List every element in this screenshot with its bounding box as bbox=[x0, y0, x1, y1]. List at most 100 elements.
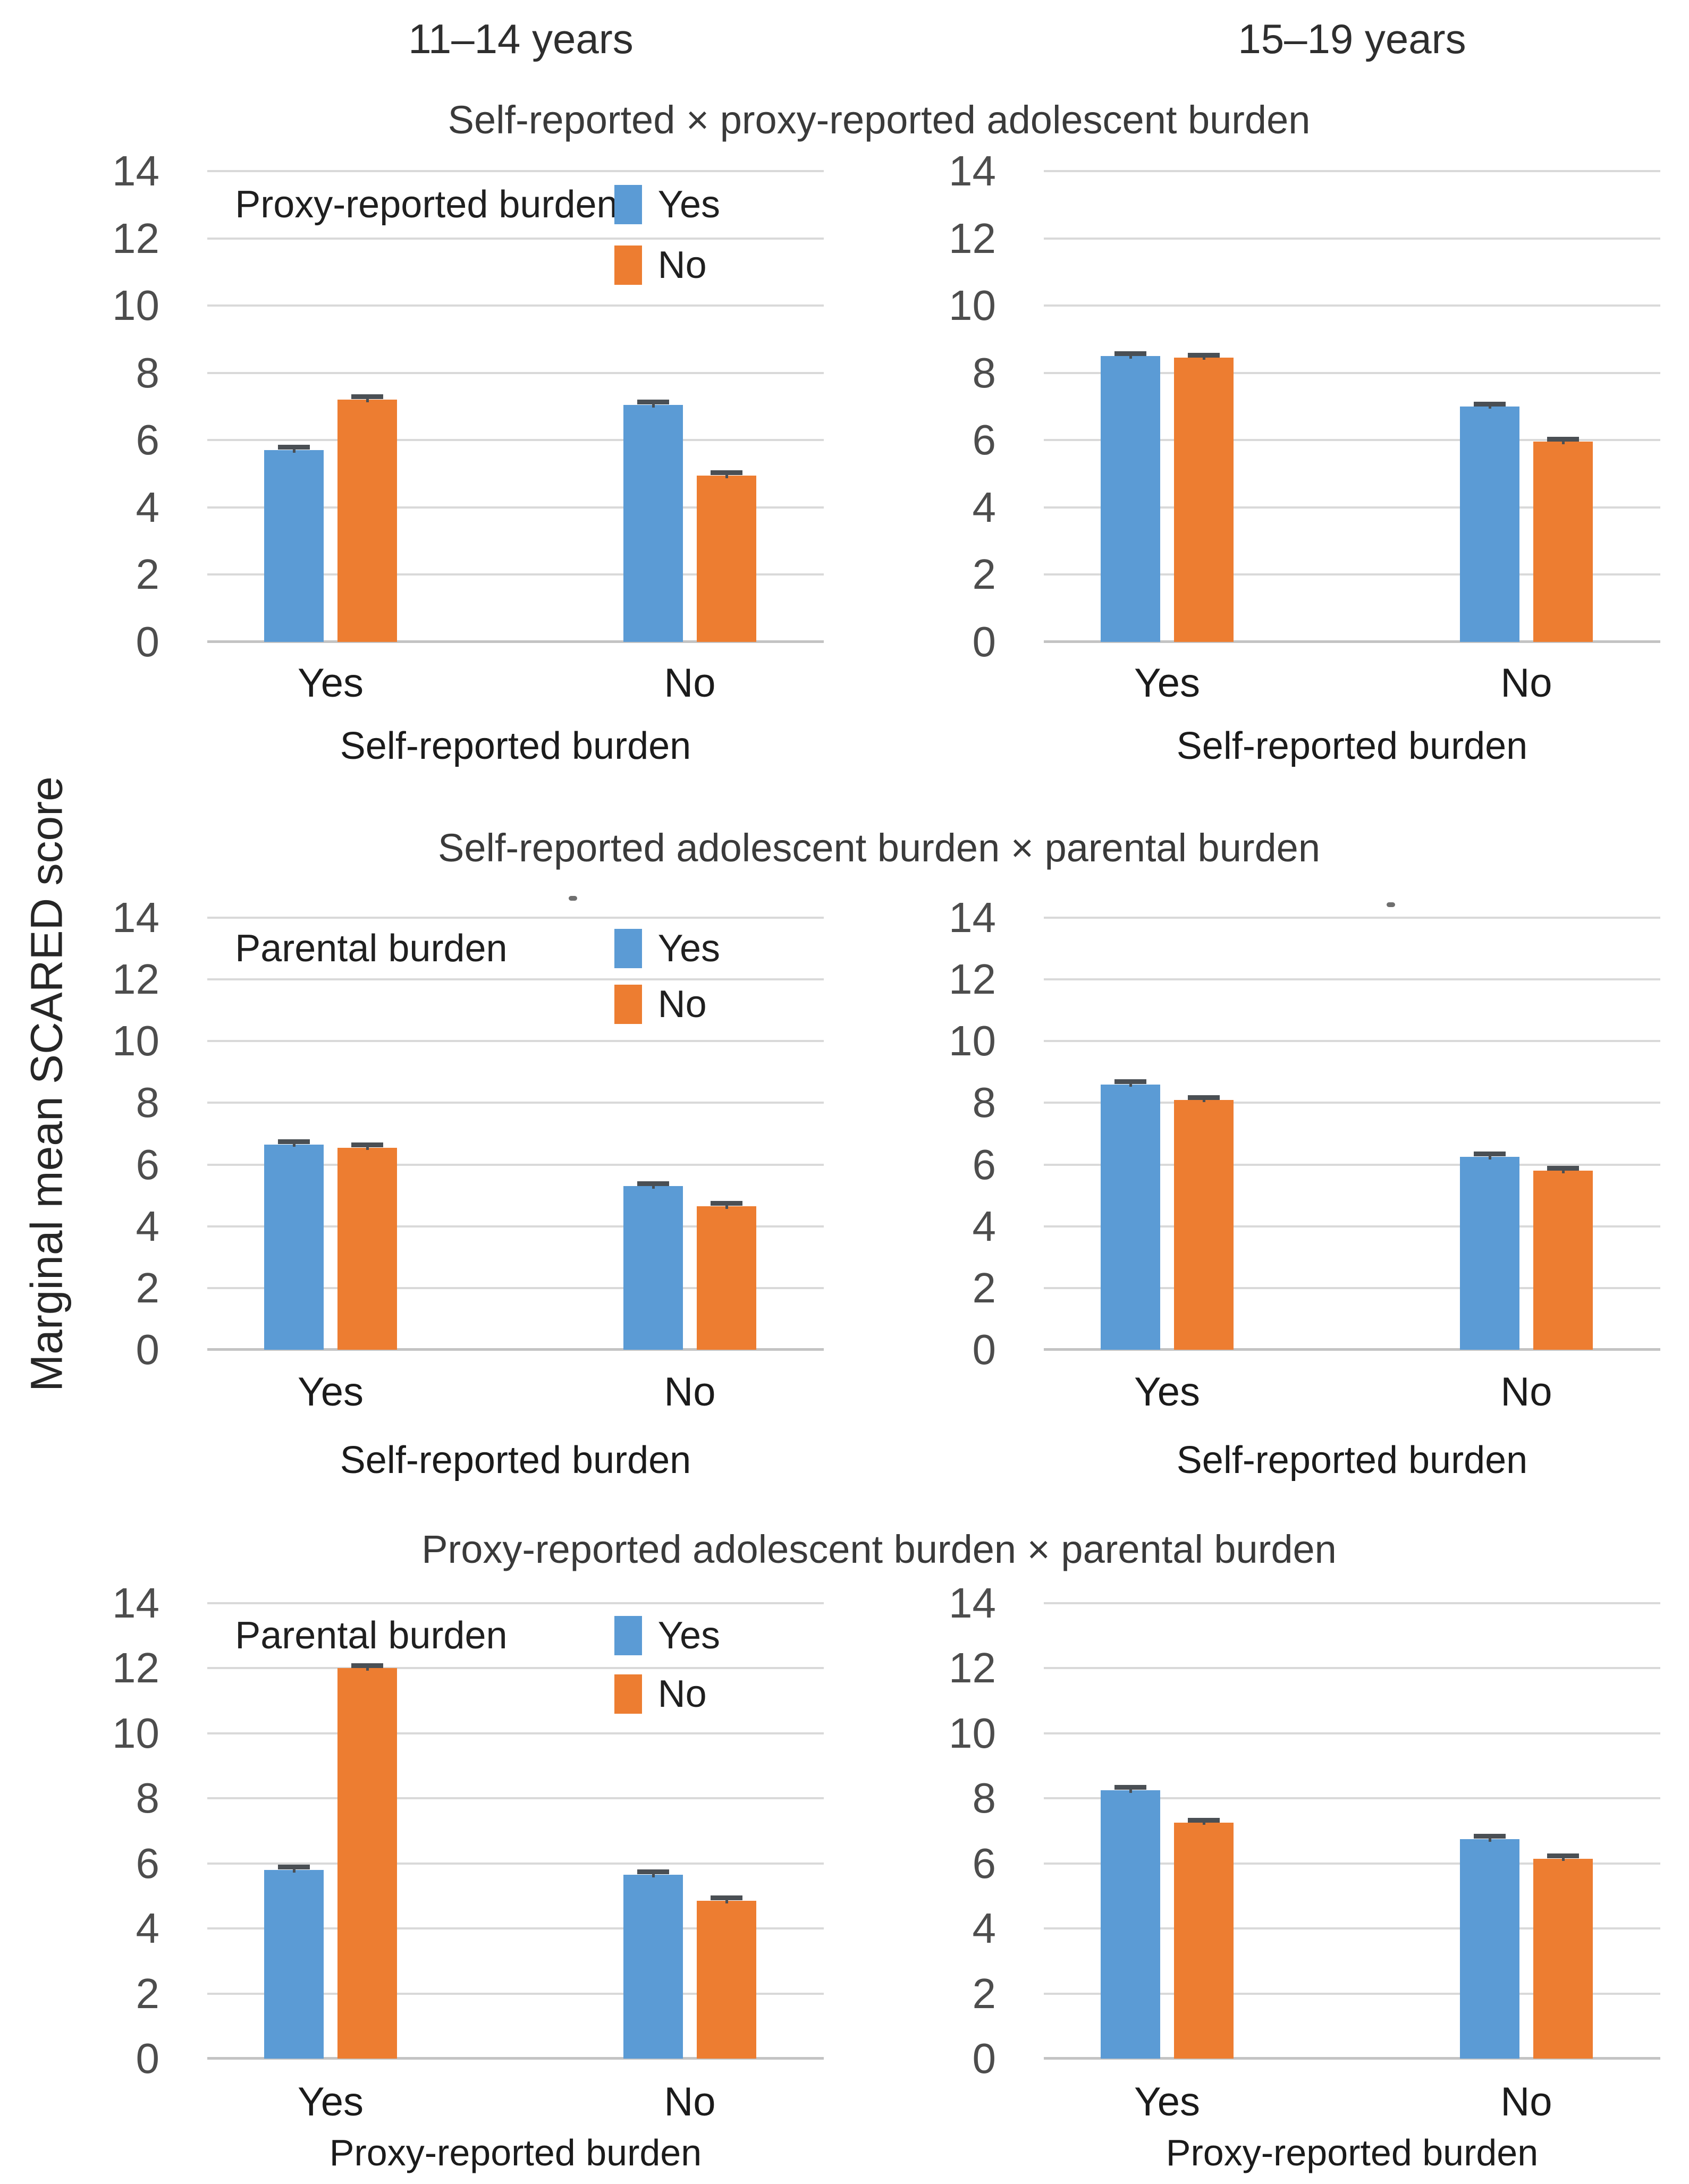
error-bar-whisker bbox=[1561, 1168, 1565, 1173]
y-tick-label: 8 bbox=[136, 1079, 160, 1127]
gridline bbox=[207, 1927, 824, 1930]
legend-title: Parental burden bbox=[235, 1614, 508, 1657]
error-bar-cap bbox=[1474, 1152, 1506, 1157]
error-bar-whisker bbox=[725, 1898, 728, 1904]
row-title-proxy-x-parental: Proxy-reported adolescent burden × paren… bbox=[421, 1527, 1337, 1571]
y-tick-label: 0 bbox=[972, 2035, 996, 2082]
gridline bbox=[207, 917, 824, 919]
y-tick-label: 14 bbox=[949, 1579, 996, 1627]
plot-area: Yes No Proxy-reported burden Parental burde… bbox=[207, 1602, 824, 2171]
gridline bbox=[1044, 1102, 1660, 1104]
error-bar-whisker bbox=[1129, 353, 1132, 359]
gridline bbox=[207, 439, 824, 442]
x-axis-title: Proxy-reported burden bbox=[329, 2132, 702, 2173]
x-axis-title: Self-reported burden bbox=[340, 725, 691, 767]
y-tick-label: 14 bbox=[112, 1579, 159, 1627]
chart-self-x-parental-15-19: 0 2 4 6 8 10 12 14 Yes No Self-reported burden bbox=[884, 896, 1660, 1479]
y-tick-label: 8 bbox=[136, 349, 160, 396]
bar-no-yes bbox=[1174, 1823, 1234, 2059]
gridline bbox=[1044, 1862, 1660, 1865]
y-tick-label: 12 bbox=[112, 955, 159, 1003]
y-tick-label: 6 bbox=[972, 1839, 996, 1887]
y-tick-label: 4 bbox=[972, 1904, 996, 1952]
bar-yes-no bbox=[1460, 1157, 1519, 1350]
chart-self-x-parental-11-14: 0 2 4 6 8 10 12 14 Yes No Self-reported burden Pare… bbox=[80, 896, 884, 1479]
x-category-label-yes: Yes bbox=[1134, 2079, 1200, 2124]
gridline bbox=[207, 978, 824, 981]
x-category-label-yes: Yes bbox=[1134, 1369, 1200, 1415]
y-axis: 0 2 4 6 8 10 12 14 bbox=[80, 150, 207, 663]
bar-no-no bbox=[697, 1206, 756, 1350]
gridline bbox=[1044, 1225, 1660, 1228]
gridline bbox=[207, 1040, 824, 1043]
y-tick-label: 10 bbox=[112, 1709, 159, 1757]
legend-label-no: No bbox=[657, 244, 707, 287]
gridline bbox=[207, 1797, 824, 1800]
plot-area: Yes No Self-reported burden Proxy-reported … bbox=[207, 170, 824, 765]
x-category-label-no: No bbox=[1500, 1369, 1552, 1415]
plot-area: Yes No Self-reported burden bbox=[1044, 917, 1660, 1479]
bar-yes-yes bbox=[264, 1869, 324, 2059]
y-tick-label: 8 bbox=[136, 1774, 160, 1822]
stray-mark bbox=[1387, 902, 1395, 907]
bar-yes-yes bbox=[1101, 356, 1160, 642]
gridline bbox=[207, 1732, 824, 1734]
gridline bbox=[1044, 573, 1660, 576]
legend-item-yes: Yes bbox=[614, 927, 720, 970]
x-category-label-no: No bbox=[664, 2079, 716, 2124]
y-axis: 0 2 4 6 8 10 12 14 bbox=[916, 150, 1044, 663]
y-tick-label: 14 bbox=[949, 894, 996, 941]
y-tick-label: 12 bbox=[949, 214, 996, 262]
error-bar-cap bbox=[278, 1865, 310, 1870]
error-bar-cap bbox=[278, 1139, 310, 1145]
bar-no-yes bbox=[337, 1668, 397, 2059]
error-bar-whisker bbox=[1488, 404, 1491, 409]
y-tick-label: 14 bbox=[112, 147, 159, 194]
x-axis-line bbox=[207, 640, 824, 643]
error-bar-cap bbox=[351, 1142, 383, 1147]
y-tick-label: 8 bbox=[972, 349, 996, 396]
bar-no-no bbox=[1533, 1171, 1593, 1350]
legend-item-no: No bbox=[614, 243, 707, 287]
y-tick-label: 6 bbox=[972, 416, 996, 464]
legend-label-yes: Yes bbox=[657, 183, 721, 226]
bar-no-no bbox=[1533, 442, 1593, 642]
error-bar-whisker bbox=[1202, 1097, 1205, 1102]
y-tick-label: 2 bbox=[136, 1969, 160, 2017]
error-bar-cap bbox=[1114, 1079, 1146, 1084]
error-bar-whisker bbox=[366, 1145, 369, 1150]
y-tick-label: 12 bbox=[112, 214, 159, 262]
y-tick-label: 4 bbox=[136, 1904, 160, 1952]
error-bar-whisker bbox=[292, 447, 295, 453]
y-tick-label: 12 bbox=[949, 1644, 996, 1692]
bar-yes-yes bbox=[1101, 1084, 1160, 1350]
x-category-label-yes: Yes bbox=[298, 661, 364, 706]
x-axis-line bbox=[1044, 2057, 1660, 2060]
bar-yes-no bbox=[623, 1875, 683, 2059]
y-tick-label: 10 bbox=[112, 1017, 159, 1065]
legend-swatch-yes bbox=[614, 185, 642, 225]
legend-item-yes: Yes bbox=[614, 183, 720, 226]
error-bar-cap bbox=[1547, 1165, 1579, 1171]
chart-self-x-proxy-11-14: 0 2 4 6 8 10 12 14 Yes No Self-reported burden Prox… bbox=[80, 150, 884, 765]
error-bar-whisker bbox=[1488, 1836, 1491, 1842]
x-category-label-yes: Yes bbox=[298, 2079, 364, 2124]
legend-swatch-no bbox=[614, 1674, 642, 1714]
bar-yes-yes bbox=[264, 450, 324, 642]
y-tick-label: 6 bbox=[972, 1140, 996, 1188]
gridline bbox=[207, 1163, 824, 1166]
y-tick-label: 10 bbox=[949, 282, 996, 329]
error-bar-whisker bbox=[1202, 1820, 1205, 1825]
y-tick-label: 2 bbox=[136, 1264, 160, 1311]
error-bar-whisker bbox=[652, 1183, 655, 1189]
error-bar-whisker bbox=[725, 472, 728, 478]
y-tick-label: 4 bbox=[972, 1202, 996, 1250]
x-axis-line bbox=[1044, 640, 1660, 643]
y-tick-label: 2 bbox=[972, 1969, 996, 2017]
legend-label-no: No bbox=[657, 983, 707, 1026]
y-axis: 0 2 4 6 8 10 12 14 bbox=[916, 1582, 1044, 2080]
bar-yes-yes bbox=[264, 1144, 324, 1350]
error-bar-whisker bbox=[292, 1867, 295, 1873]
legend-swatch-no bbox=[614, 984, 642, 1024]
error-bar-cap bbox=[711, 1895, 742, 1901]
